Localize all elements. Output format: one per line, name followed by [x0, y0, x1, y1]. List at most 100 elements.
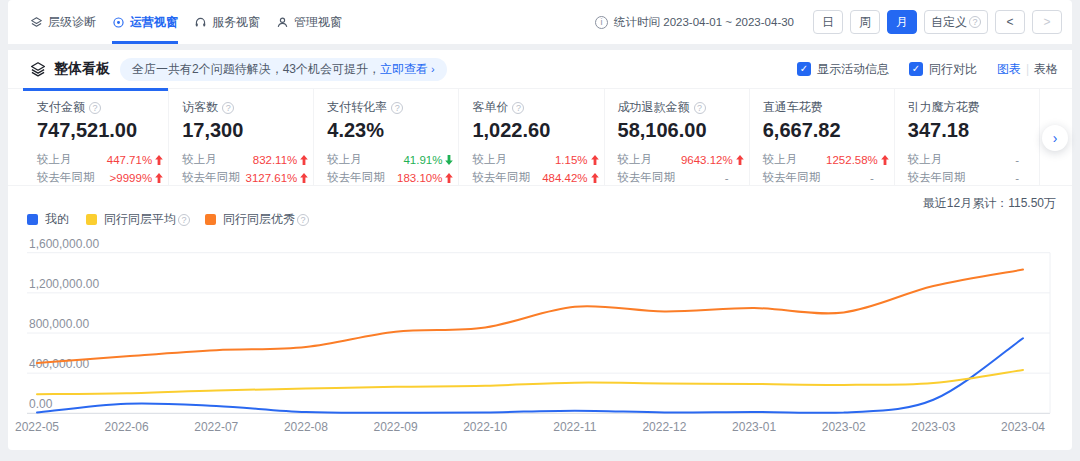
svg-text:1,200,000.00: 1,200,000.00 — [29, 277, 99, 291]
prev-period-button[interactable]: < — [995, 10, 1025, 34]
yoy-value: - — [725, 172, 744, 184]
svg-text:2023-04: 2023-04 — [1001, 420, 1045, 434]
tab-level-diagnosis[interactable]: 层级诊断 — [30, 0, 96, 44]
stacked-layers-icon — [30, 61, 46, 77]
svg-text:2023-02: 2023-02 — [822, 420, 866, 434]
notice-text: 全店一共有2个问题待解决，43个机会可提升， — [132, 61, 380, 78]
tab-label: 运营视窗 — [130, 14, 178, 31]
question-circle-icon: ? — [694, 102, 706, 114]
yoy-value: - — [870, 172, 889, 184]
kpi-scroll-next-button[interactable]: › — [1042, 125, 1068, 151]
svg-text:2022-12: 2022-12 — [642, 420, 686, 434]
svg-text:2022-06: 2022-06 — [105, 420, 149, 434]
kpi-card-conversion-rate[interactable]: 支付转化率? 4.23% 较上月41.91% 较去年同期183.10% — [314, 89, 459, 185]
legend-swatch — [205, 214, 216, 225]
toggle-show-activity[interactable]: ✓ 显示活动信息 — [797, 61, 889, 78]
trend-arrow-icon — [881, 155, 889, 165]
legend-swatch — [86, 214, 97, 225]
checkbox-checked-icon[interactable]: ✓ — [797, 62, 811, 76]
kpi-card-avg-order-value[interactable]: 客单价? 1,022.60 较上月1.15% 较去年同期484.42% — [459, 89, 604, 185]
person-icon — [276, 16, 289, 29]
cumulative-label: 最近12月累计：115.50万 — [923, 195, 1056, 212]
legend-item-peer-best[interactable]: 同行同层优秀 ? — [205, 211, 309, 228]
main-tabs: 层级诊断 运营视窗 服务视窗 管理视窗 — [30, 0, 342, 44]
mom-value: 41.91% — [403, 154, 453, 166]
kpi-card-ylmf-spend[interactable]: 引力魔方花费 347.18 较上月- 较去年同期- — [895, 89, 1040, 185]
period-month-button[interactable]: 月 — [887, 10, 917, 34]
period-day-button[interactable]: 日 — [813, 10, 843, 34]
mom-value: 447.71% — [107, 154, 163, 166]
yoy-value: >9999% — [110, 172, 164, 184]
trend-arrow-icon — [300, 155, 308, 165]
legend-swatch — [27, 214, 38, 225]
info-circle-icon: i — [595, 16, 608, 29]
yoy-value: - — [1015, 172, 1034, 184]
kpi-value: 347.18 — [908, 119, 1039, 142]
chevron-right-icon: > — [1043, 15, 1050, 29]
kpi-card-refund-amount[interactable]: 成功退款金额? 58,106.00 较上月9643.12% 较去年同期- — [605, 89, 750, 185]
legend-item-peer-average[interactable]: 同行同层平均 ? — [86, 211, 190, 228]
question-circle-icon: ? — [222, 102, 234, 114]
chart-legend: 我的 同行同层平均 ? 同行同层优秀 ? — [27, 211, 324, 228]
question-circle-icon: ? — [297, 214, 309, 226]
notice-link[interactable]: 立即查看 — [380, 61, 428, 78]
stat-time-label: 统计时间 2023-04-01 ~ 2023-04-30 — [614, 15, 794, 30]
trend-chart-section: 最近12月累计：115.50万 我的 同行同层平均 ? 同行同层优秀 ? 0.0… — [8, 186, 1072, 450]
tab-label: 层级诊断 — [48, 14, 96, 31]
question-circle-icon: ? — [512, 102, 524, 114]
trend-arrow-icon — [445, 173, 453, 183]
notice-pill: 全店一共有2个问题待解决，43个机会可提升， 立即查看 › — [120, 58, 447, 81]
tab-management-view[interactable]: 管理视窗 — [276, 0, 342, 44]
view-chart-link[interactable]: 图表 — [997, 61, 1021, 78]
overview-panel: 整体看板 全店一共有2个问题待解决，43个机会可提升， 立即查看 › ✓ 显示活… — [8, 50, 1072, 450]
trend-arrow-icon — [155, 173, 163, 183]
target-circle-icon — [112, 16, 125, 29]
kpi-cards-row: 支付金额? 747,521.00 较上月447.71% 较去年同期>9999% … — [8, 88, 1072, 186]
svg-text:2022-05: 2022-05 — [15, 420, 59, 434]
trend-line-chart: 0.00400,000.00800,000.001,200,000.001,60… — [8, 228, 1072, 450]
yoy-value: 3127.61% — [245, 172, 308, 184]
checkbox-checked-icon[interactable]: ✓ — [909, 62, 923, 76]
next-period-button[interactable]: > — [1032, 10, 1062, 34]
trend-arrow-icon — [591, 155, 599, 165]
mom-value: 1252.58% — [826, 154, 889, 166]
tab-label: 服务视窗 — [212, 14, 260, 31]
mom-value: - — [1015, 154, 1034, 166]
tab-operation-view[interactable]: 运营视窗 — [112, 0, 178, 44]
kpi-card-payment-amount[interactable]: 支付金额? 747,521.00 较上月447.71% 较去年同期>9999% — [24, 89, 169, 185]
view-switch: 图表 | 表格 — [997, 61, 1058, 78]
svg-text:0.00: 0.00 — [29, 397, 53, 411]
svg-text:2022-08: 2022-08 — [284, 420, 328, 434]
period-custom-button[interactable]: 自定义? — [924, 10, 988, 34]
legend-item-mine[interactable]: 我的 — [27, 211, 71, 228]
trend-arrow-icon — [300, 173, 308, 183]
tab-service-view[interactable]: 服务视窗 — [194, 0, 260, 44]
svg-text:2022-09: 2022-09 — [374, 420, 418, 434]
kpi-value: 1,022.60 — [472, 119, 603, 142]
svg-text:2023-03: 2023-03 — [911, 420, 955, 434]
kpi-value: 747,521.00 — [37, 119, 168, 142]
chevron-left-icon: < — [1006, 15, 1013, 29]
svg-text:1,600,000.00: 1,600,000.00 — [29, 237, 99, 251]
trend-arrow-icon — [155, 155, 163, 165]
headset-icon — [194, 16, 207, 29]
period-week-button[interactable]: 周 — [850, 10, 880, 34]
time-controls: i 统计时间 2023-04-01 ~ 2023-04-30 日 周 月 自定义… — [595, 10, 1062, 34]
mom-value: 1.15% — [555, 154, 599, 166]
tab-label: 管理视窗 — [294, 14, 342, 31]
board-header: 整体看板 全店一共有2个问题待解决，43个机会可提升， 立即查看 › ✓ 显示活… — [8, 50, 1072, 88]
board-title: 整体看板 — [54, 60, 110, 78]
question-circle-icon: ? — [89, 102, 101, 114]
view-table-link[interactable]: 表格 — [1034, 61, 1058, 78]
kpi-card-ztc-spend[interactable]: 直通车花费 6,667.82 较上月1252.58% 较去年同期- — [750, 89, 895, 185]
layers-outline-icon — [30, 16, 43, 29]
yoy-value: 484.42% — [542, 172, 598, 184]
toggle-peer-compare[interactable]: ✓ 同行对比 — [909, 61, 977, 78]
trend-arrow-icon — [445, 155, 453, 165]
kpi-value: 4.23% — [327, 119, 458, 142]
kpi-card-visitors[interactable]: 访客数? 17,300 较上月832.11% 较去年同期3127.61% — [169, 89, 314, 185]
svg-text:2022-07: 2022-07 — [194, 420, 238, 434]
question-circle-icon: ? — [178, 214, 190, 226]
mom-value: 832.11% — [253, 154, 309, 166]
chevron-right-icon: › — [431, 63, 435, 75]
